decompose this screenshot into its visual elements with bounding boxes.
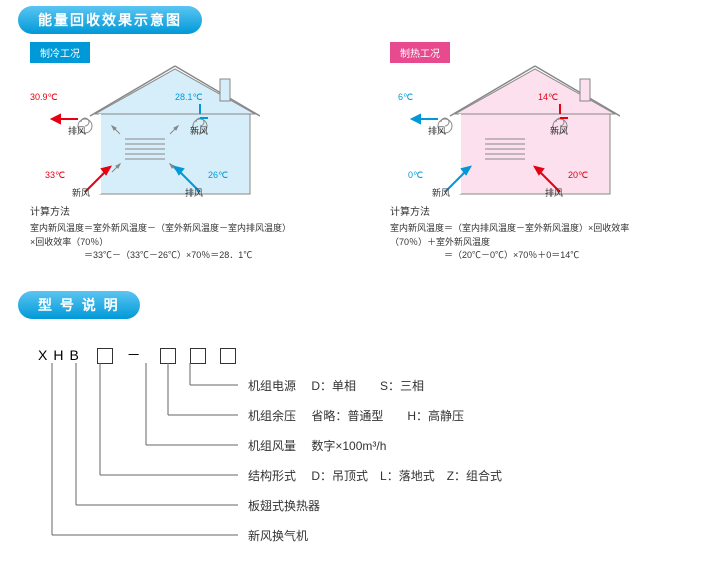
model-row-0: 机组电源 D：单相 S：三相 xyxy=(248,377,424,394)
lbl-fresh: 新风 xyxy=(72,186,90,199)
lbl-fresh: 新风 xyxy=(432,186,450,199)
row-opts: 数字×100m³/h xyxy=(311,439,386,453)
model-row-5: 新风换气机 xyxy=(248,527,308,544)
temp-out-exhaust: 30.9℃ xyxy=(30,92,58,103)
temp-out-exhaust: 6℃ xyxy=(398,92,413,103)
lbl-exhaust: 排风 xyxy=(428,124,446,137)
calc-line2: ＝（20℃－0℃）×70％＋0＝14℃ xyxy=(390,249,650,263)
model-code: XHB － xyxy=(38,345,238,365)
heating-block: 制热工况 xyxy=(390,42,650,263)
row-opts: D：单相 S：三相 xyxy=(311,379,424,393)
row-label: 板翅式换热器 xyxy=(248,499,320,513)
row-label: 结构形式 xyxy=(248,469,296,483)
section-title-energy: 能量回收效果示意图 xyxy=(18,6,202,34)
temp-out-return: 20℃ xyxy=(568,170,588,181)
heating-tag: 制热工况 xyxy=(390,42,450,63)
model-row-3: 结构形式 D：吊顶式 L：落地式 Z：组合式 xyxy=(248,467,502,484)
calc-line1: 室内新风温度＝（室内排风温度－室外新风温度）×回收效率（70％）＋室外新风温度 xyxy=(390,222,650,249)
temp-out-return: 26℃ xyxy=(208,170,228,181)
model-box-2 xyxy=(160,348,176,364)
model-row-4: 板翅式换热器 xyxy=(248,497,320,514)
heating-house: 6℃ 排风 14℃ 新风 0℃ 新风 20℃ 排风 xyxy=(390,64,620,199)
lbl-supply: 新风 xyxy=(550,124,568,137)
calc-title: 计算方法 xyxy=(390,205,650,220)
temp-in-fresh: 0℃ xyxy=(408,170,423,181)
cool-calc: 计算方法 室内新风温度＝室外新风温度－（室外新风温度－室内排风温度）×回收效率（… xyxy=(30,205,290,263)
calc-line2: ＝33℃－（33℃－26℃）×70％＝28．1℃ xyxy=(30,249,290,263)
temp-in-fresh: 33℃ xyxy=(45,170,65,181)
row-label: 机组余压 xyxy=(248,409,296,423)
row-label: 新风换气机 xyxy=(248,529,308,543)
temp-in-supply: 14℃ xyxy=(538,92,558,103)
model-box-4 xyxy=(220,348,236,364)
lbl-supply: 新风 xyxy=(190,124,208,137)
model-box-1 xyxy=(97,348,113,364)
cooling-tag: 制冷工况 xyxy=(30,42,90,63)
model-diagram: XHB － 机组电源 D：单相 S：三相 xyxy=(38,345,707,555)
model-section: 型 号 说 明 XHB － 机组电源 xyxy=(0,285,707,555)
lbl-exhaust: 排风 xyxy=(68,124,86,137)
section-title-model: 型 号 说 明 xyxy=(18,291,140,319)
heat-calc: 计算方法 室内新风温度＝（室内排风温度－室外新风温度）×回收效率（70％）＋室外… xyxy=(390,205,650,263)
row-opts: 省略：普通型 H：高静压 xyxy=(311,409,464,423)
dash-icon: － xyxy=(127,347,147,363)
calc-title: 计算方法 xyxy=(30,205,290,220)
row-opts: D：吊顶式 L：落地式 Z：组合式 xyxy=(311,469,502,483)
temp-in-supply: 28.1℃ xyxy=(175,92,203,103)
lbl-return: 排风 xyxy=(545,186,563,199)
diagram-row: 制冷工况 xyxy=(0,42,707,273)
model-row-1: 机组余压 省略：普通型 H：高静压 xyxy=(248,407,464,424)
calc-line1: 室内新风温度＝室外新风温度－（室外新风温度－室内排风温度）×回收效率（70％） xyxy=(30,222,290,249)
row-label: 机组电源 xyxy=(248,379,296,393)
model-prefix: XHB xyxy=(38,347,85,363)
cooling-block: 制冷工况 xyxy=(30,42,290,263)
model-box-3 xyxy=(190,348,206,364)
model-row-2: 机组风量 数字×100m³/h xyxy=(248,437,386,454)
lbl-return: 排风 xyxy=(185,186,203,199)
cooling-house: 30.9℃ 排风 28.1℃ 新风 33℃ 新风 26℃ 排风 xyxy=(30,64,260,199)
row-label: 机组风量 xyxy=(248,439,296,453)
